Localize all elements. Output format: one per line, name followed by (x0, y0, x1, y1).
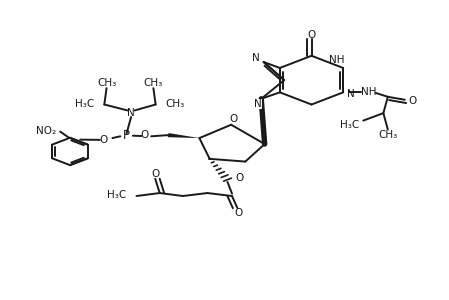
Text: CH₃: CH₃ (165, 99, 185, 109)
Text: CH₃: CH₃ (378, 130, 397, 140)
Text: H₃C: H₃C (107, 190, 127, 200)
Text: O: O (99, 135, 108, 145)
Text: N: N (252, 53, 260, 63)
Text: N: N (254, 99, 261, 109)
Text: O: O (234, 208, 243, 218)
Text: O: O (141, 130, 149, 140)
Text: N: N (127, 108, 135, 118)
Text: NO₂: NO₂ (36, 126, 57, 136)
Text: CH₃: CH₃ (97, 78, 116, 88)
Polygon shape (167, 133, 199, 138)
Text: NH: NH (330, 56, 345, 65)
Text: H₃C: H₃C (75, 99, 94, 109)
Text: O: O (151, 169, 159, 179)
Text: CH₃: CH₃ (144, 78, 163, 88)
Text: P: P (123, 129, 130, 142)
Text: NH: NH (361, 87, 377, 97)
Text: N: N (348, 89, 355, 99)
Text: O: O (236, 173, 244, 183)
Text: O: O (229, 114, 238, 124)
Text: O: O (409, 96, 417, 106)
Text: O: O (308, 30, 316, 40)
Text: H₃C: H₃C (340, 120, 360, 130)
